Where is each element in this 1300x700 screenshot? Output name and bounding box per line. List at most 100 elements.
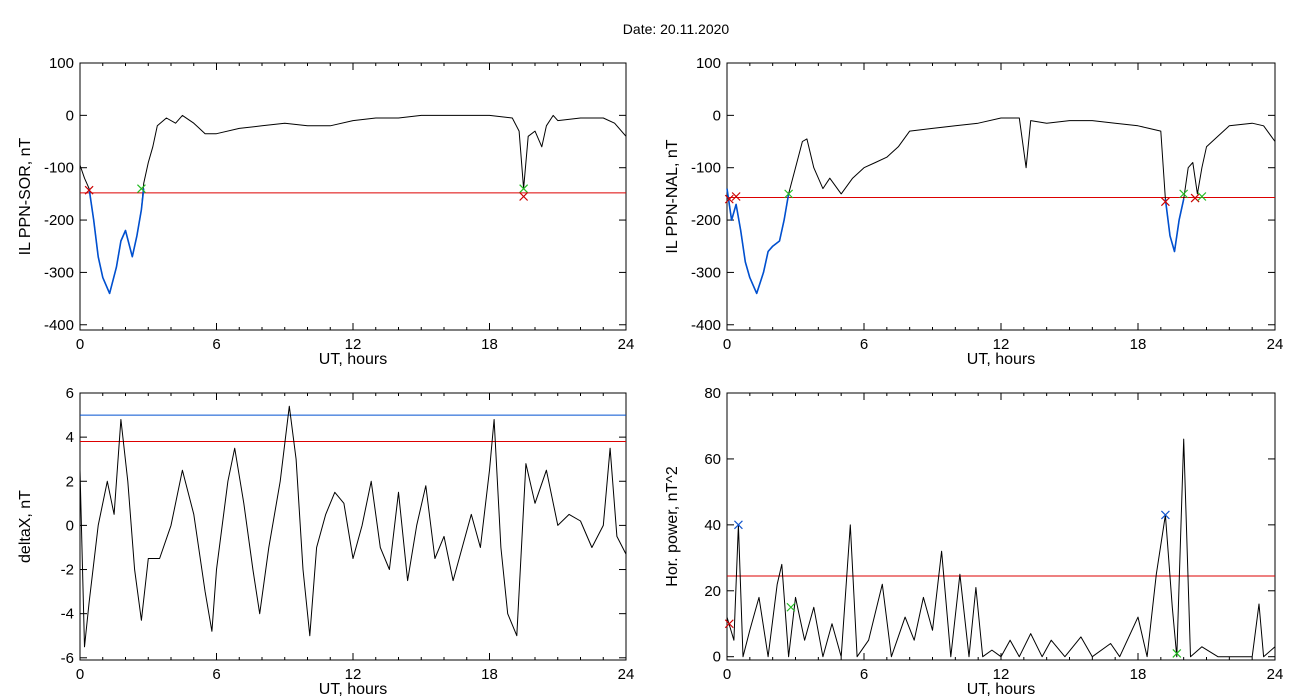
event-marker-green xyxy=(1172,648,1182,658)
x-tick-label: 12 xyxy=(993,336,1010,353)
plot-frame xyxy=(79,62,627,331)
series-line-black xyxy=(79,405,627,648)
panel-p1: 0 6 12 18 24 100 0 -100 -200 -300 -400 UT, hours IL … xyxy=(17,55,634,368)
x-tick-label: 12 xyxy=(345,336,362,353)
marker-stroke xyxy=(724,194,734,204)
x-tick-label: 6 xyxy=(212,336,220,353)
event-marker-red xyxy=(84,185,94,195)
event-marker-red xyxy=(1190,193,1200,203)
event-marker-green xyxy=(786,602,796,612)
event-marker-blue xyxy=(733,520,743,530)
series-line-blue xyxy=(726,188,790,295)
x-tick-label: 24 xyxy=(618,336,635,353)
marker-stroke xyxy=(519,192,529,201)
y-tick-label: -300 xyxy=(691,264,721,281)
event-marker-red xyxy=(724,619,734,629)
series-line-blue xyxy=(88,188,145,295)
marker-stroke xyxy=(84,185,94,195)
x-tick-label: 0 xyxy=(76,336,84,353)
y-tick-label: 40 xyxy=(704,517,721,534)
event-marker-green xyxy=(137,184,146,194)
event-marker-red xyxy=(724,194,734,204)
x-axis-label: UT, hours xyxy=(967,351,1035,368)
y-axis-label: deltaX, nT xyxy=(17,490,34,563)
y-tick-label: 60 xyxy=(704,451,721,468)
figure-title: Date: 20.11.2020 xyxy=(623,21,730,37)
y-tick-label: 0 xyxy=(66,107,74,124)
panel-p4: 0 6 12 18 24 80 60 40 20 0 UT, hours Hor. power, nT… xyxy=(664,385,1283,698)
y-tick-label: -200 xyxy=(691,212,721,229)
x-tick-label: 12 xyxy=(993,666,1010,683)
marker-stroke xyxy=(1197,192,1207,201)
y-axis-label: IL PPN-SOR, nT xyxy=(17,137,34,255)
x-axis-label: UT, hours xyxy=(319,681,387,698)
y-axis-label: IL PPN-NAL, nT xyxy=(664,139,681,253)
x-tick-label: 0 xyxy=(723,666,731,683)
series-line-black xyxy=(726,117,1276,294)
plot-frame xyxy=(726,392,1276,661)
x-tick-label: 18 xyxy=(1130,666,1147,683)
marker-stroke xyxy=(1160,197,1170,207)
event-marker-green xyxy=(1179,189,1189,199)
y-tick-label: 100 xyxy=(49,55,74,72)
x-tick-label: 12 xyxy=(345,666,362,683)
marker-stroke xyxy=(784,189,794,199)
y-tick-label: -2 xyxy=(61,562,74,579)
event-marker-red xyxy=(1160,197,1170,207)
marker-stroke xyxy=(733,520,743,530)
marker-stroke xyxy=(1160,510,1170,520)
plot-frame xyxy=(79,392,627,661)
y-tick-label: -400 xyxy=(44,317,74,334)
marker-stroke xyxy=(1179,189,1189,199)
event-marker-blue xyxy=(1160,510,1170,520)
y-tick-label: 80 xyxy=(704,385,721,402)
marker-stroke xyxy=(1190,193,1200,203)
event-marker-red xyxy=(731,192,741,201)
marker-stroke xyxy=(731,192,741,201)
event-marker-green xyxy=(519,184,529,194)
y-tick-label: 6 xyxy=(66,385,74,402)
x-tick-label: 18 xyxy=(481,336,498,353)
x-axis-label: UT, hours xyxy=(319,351,387,368)
marker-stroke xyxy=(137,184,146,194)
y-tick-label: -6 xyxy=(61,650,74,667)
series-line-blue xyxy=(1164,198,1185,253)
y-tick-label: 100 xyxy=(696,55,721,72)
panel-p3: 0 6 12 18 24 6 4 2 0 -2 -4 -6 UT, hours deltaX, nT xyxy=(17,385,634,698)
y-tick-label: -300 xyxy=(44,264,74,281)
y-tick-label: 4 xyxy=(66,429,74,446)
x-tick-label: 18 xyxy=(481,666,498,683)
y-tick-label: -4 xyxy=(61,606,74,623)
y-tick-label: 0 xyxy=(66,517,74,534)
y-tick-label: 0 xyxy=(713,107,721,124)
y-tick-label: -100 xyxy=(44,160,74,177)
y-tick-label: -100 xyxy=(691,160,721,177)
x-tick-label: 6 xyxy=(212,666,220,683)
x-tick-label: 24 xyxy=(618,666,635,683)
x-tick-label: 6 xyxy=(860,336,868,353)
y-tick-label: -200 xyxy=(44,212,74,229)
y-tick-label: 20 xyxy=(704,583,721,600)
series-line-black xyxy=(726,438,1276,658)
event-marker-green xyxy=(1197,192,1207,201)
x-tick-label: 18 xyxy=(1130,336,1147,353)
marker-stroke xyxy=(519,184,529,194)
x-tick-label: 24 xyxy=(1267,666,1284,683)
x-tick-label: 6 xyxy=(860,666,868,683)
y-tick-label: -400 xyxy=(691,317,721,334)
event-marker-green xyxy=(784,189,794,199)
x-tick-label: 0 xyxy=(723,336,731,353)
marker-stroke xyxy=(786,602,796,612)
marker-stroke xyxy=(724,619,734,629)
y-axis-label: Hor. power, nT^2 xyxy=(664,466,681,587)
y-tick-label: 0 xyxy=(713,649,721,666)
series-line-black xyxy=(79,114,627,294)
x-tick-label: 24 xyxy=(1267,336,1284,353)
x-axis-label: UT, hours xyxy=(967,681,1035,698)
panel-p2: 0 6 12 18 24 100 0 -100 -200 -300 -400 UT, hours IL … xyxy=(664,55,1283,368)
y-tick-label: 2 xyxy=(66,473,74,490)
x-tick-label: 0 xyxy=(76,666,84,683)
event-marker-red xyxy=(519,192,529,201)
